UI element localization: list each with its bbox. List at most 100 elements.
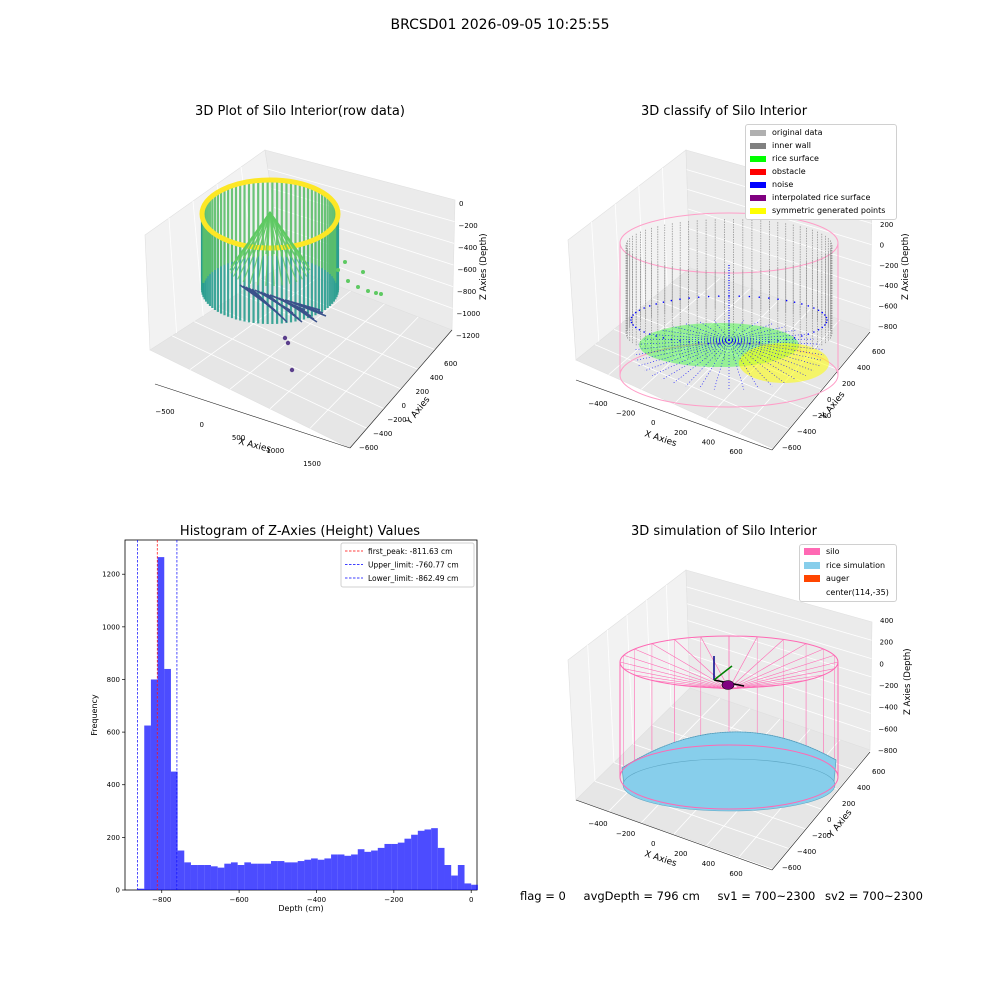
simulation-rice-mesh — [621, 731, 837, 769]
classify-noise — [648, 333, 651, 335]
raw-cone-line — [269, 211, 310, 268]
raw-ztick: 0 — [459, 200, 463, 208]
histogram-bar — [364, 851, 372, 890]
raw-outlier-point — [366, 289, 370, 293]
classify-noise — [707, 295, 710, 298]
raw-ztick: −1000 — [457, 310, 481, 318]
raw-cone-line — [242, 211, 271, 259]
raw-cone-line — [269, 211, 283, 255]
classify-noise — [655, 303, 657, 305]
histogram-bar — [437, 847, 445, 890]
raw-outlier-point — [343, 260, 347, 264]
avg-depth-text: avgDepth = 796 cm — [583, 889, 700, 903]
raw-lower-streak — [251, 288, 288, 323]
classify-ztick: 200 — [880, 221, 893, 229]
grid-line — [688, 637, 871, 696]
classify-noise — [652, 334, 730, 341]
classify-ztick: −600 — [878, 303, 897, 311]
legend-label: auger — [826, 574, 850, 583]
classify-legend-entry: interpolated rice surface — [750, 193, 870, 202]
simulation-auger-marker — [721, 680, 735, 690]
grid-line — [260, 278, 436, 351]
raw-ytick: 600 — [444, 360, 457, 368]
axis-line — [771, 331, 871, 451]
classify-noise — [817, 328, 820, 331]
histogram-reference-lines — [137, 540, 178, 890]
classify-noise — [758, 296, 761, 298]
classify-3d-plot: X Axies Y Axies Z Axies (Depth) −400−200… — [567, 149, 911, 456]
classify-noise — [655, 335, 657, 337]
legend-swatch — [750, 194, 766, 201]
simulation-silo-roof-line — [623, 668, 722, 688]
classify-noise — [728, 339, 825, 356]
histogram-bar — [284, 862, 292, 890]
simulation-ytick: −200 — [812, 832, 831, 840]
grid-line — [687, 208, 872, 267]
raw-cone-line — [242, 211, 271, 283]
classify-noise — [824, 314, 826, 316]
simulation-xtick: 200 — [674, 850, 687, 858]
simulation-silo-roof-line — [651, 680, 724, 689]
simulation-silo-roof-line — [634, 648, 723, 687]
axis-line — [349, 329, 453, 449]
grid-line — [638, 185, 645, 305]
histogram-bar — [431, 828, 438, 890]
histogram-bar — [264, 863, 272, 890]
raw-ztick: −600 — [458, 266, 477, 274]
classify-noise — [697, 342, 700, 344]
grid-line — [168, 217, 177, 334]
grid-line — [591, 221, 600, 342]
histogram-bar — [384, 843, 392, 890]
classify-ztick: 0 — [880, 241, 884, 249]
classify-noise — [670, 299, 673, 302]
histogram-y-tick-label: 800 — [107, 676, 120, 684]
classify-xtick: −400 — [588, 400, 607, 408]
classify-noise — [821, 311, 824, 314]
classify-ztick: −400 — [879, 282, 898, 290]
simulation-legend-entry: center(114,-35) — [804, 588, 889, 597]
classify-noise — [728, 295, 730, 297]
grid-line — [626, 614, 634, 745]
legend-label: noise — [772, 180, 794, 189]
histogram-x-tick-label: 0 — [469, 896, 473, 904]
simulation-legend-entry: silo — [804, 547, 840, 556]
classify-noise — [785, 338, 788, 341]
histogram-ylabel: Frequency — [90, 694, 99, 736]
simulation-silo-roof-line — [735, 648, 824, 687]
classify-legend-entry: symmetric generated points — [750, 206, 885, 215]
classify-noise — [662, 337, 665, 339]
histogram-bar — [137, 888, 145, 890]
classify-noise — [717, 295, 720, 297]
histogram-bar — [184, 862, 191, 890]
raw-rim — [199, 177, 341, 251]
classify-3d-points — [619, 212, 839, 408]
histogram-bar — [397, 842, 405, 890]
classify-noise — [728, 329, 797, 341]
classify-noise — [634, 311, 637, 314]
legend-label: rice surface — [772, 154, 819, 163]
simulation-silo-roof-line — [674, 684, 726, 690]
histogram-bar — [224, 863, 231, 890]
grid-line — [587, 644, 596, 782]
simulation-silo-roof-line — [619, 661, 722, 688]
grid-line — [688, 228, 871, 288]
histogram-bar — [411, 834, 418, 890]
classify-noise — [758, 342, 761, 344]
simulation-legend: silo rice simulation auger center(114,-35) — [799, 544, 897, 602]
simulation-silo-roof-line — [651, 643, 724, 686]
histogram-bar — [257, 863, 265, 890]
classify-plot-title: 3D classify of Silo Interior — [640, 104, 808, 119]
simulation-ztick: −600 — [878, 725, 897, 733]
classify-symmetric-points — [739, 343, 829, 383]
simulation-ytick: 600 — [872, 768, 885, 776]
classify-noise — [632, 324, 634, 326]
classify-noise — [793, 337, 796, 339]
grid-line — [614, 203, 622, 324]
histogram-y-tick-label: 0 — [116, 887, 120, 895]
flag-text: flag = 0 — [520, 889, 566, 903]
legend-label: symmetric generated points — [772, 206, 886, 215]
legend-swatch — [750, 142, 766, 149]
classify-noise — [699, 339, 730, 389]
raw-cone-line — [269, 211, 275, 255]
histogram-bar — [144, 725, 151, 890]
